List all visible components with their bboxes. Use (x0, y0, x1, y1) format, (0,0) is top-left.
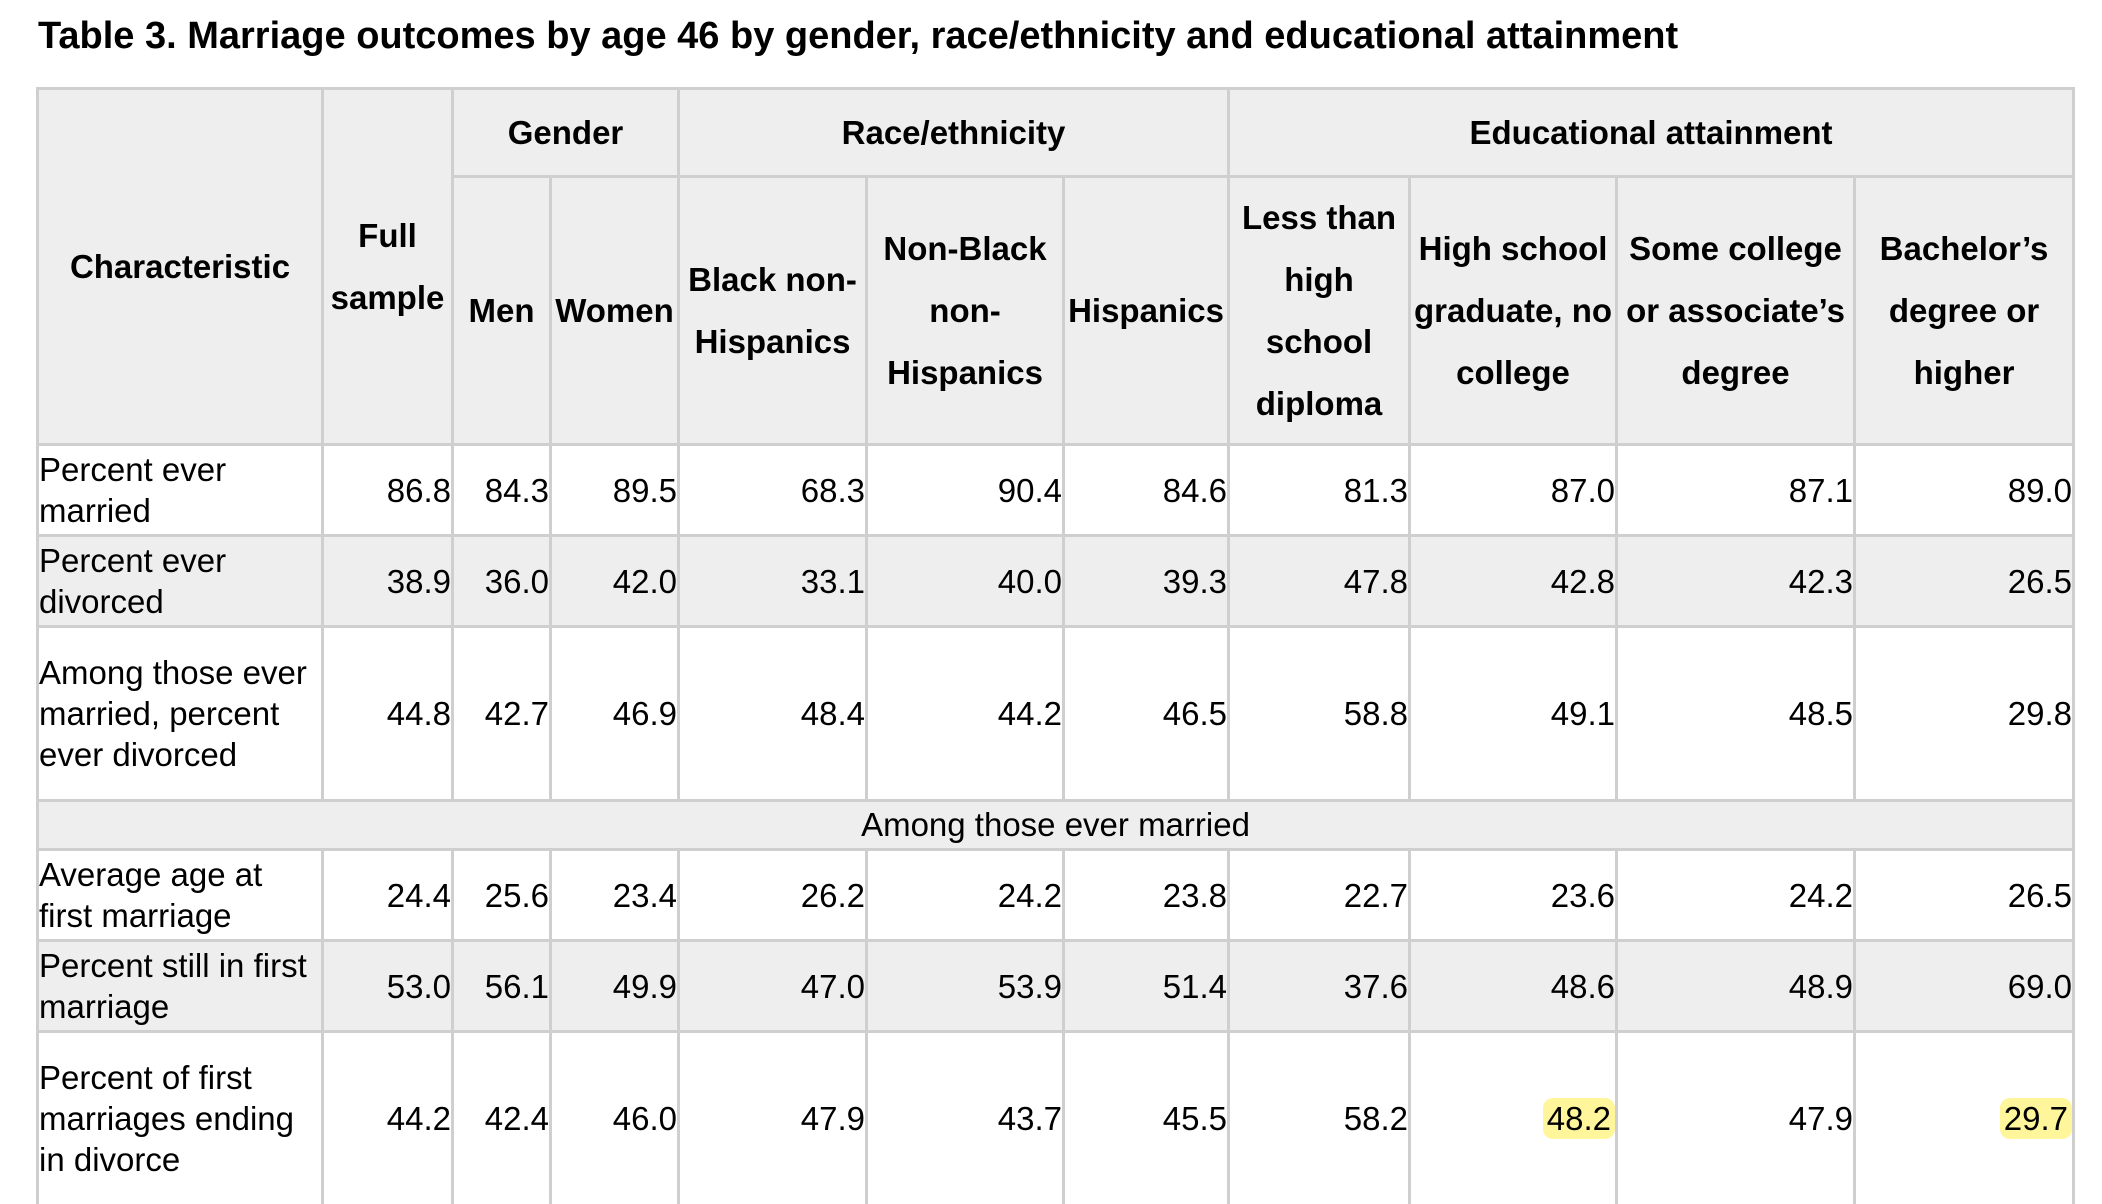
cell-value: 25.6 (451, 848, 552, 942)
highlighted-value: 29.7 (1999, 1098, 2073, 1139)
cell-value: 53.9 (865, 939, 1066, 1033)
cell-value: 29.8 (1853, 625, 2076, 802)
table-title: Table 3. Marriage outcomes by age 46 by … (38, 15, 1679, 57)
header-characteristic: Characteristic (36, 87, 324, 446)
cell-value: 58.2 (1227, 1030, 1412, 1204)
section-row: Among those ever married (35, 799, 2076, 851)
highlighted-value: 48.2 (1542, 1098, 1616, 1139)
cell-value: 49.9 (548, 939, 681, 1033)
cell-value: 49.1 (1408, 625, 1619, 802)
cell-value: 47.8 (1227, 534, 1412, 628)
cell-value: 42.7 (451, 625, 552, 802)
header-non-black-non-hispanics: Non-Black non-Hispanics (865, 175, 1066, 446)
cell-value: 48.5 (1615, 625, 1857, 802)
row-label: Percent still in first marriage (36, 939, 324, 1033)
cell-value: 23.6 (1408, 848, 1619, 942)
header-some-college: Some college or associate’s degree (1615, 175, 1857, 446)
cell-value: 47.9 (677, 1030, 869, 1204)
table-row: Percent of first marriages ending in div… (36, 1030, 2076, 1204)
header-women: Women (548, 175, 681, 446)
cell-value: 89.0 (1853, 443, 2076, 537)
cell-value: 44.8 (321, 625, 454, 802)
cell-value: 48.4 (677, 625, 869, 802)
cell-value: 58.8 (1227, 625, 1412, 802)
row-label: Percent of first marriages ending in div… (36, 1030, 324, 1204)
table-row: Percent still in first marriage 53.0 56.… (36, 939, 2076, 1033)
cell-value: 47.0 (677, 939, 869, 1033)
cell-value: 46.9 (548, 625, 681, 802)
cell-value: 44.2 (321, 1030, 454, 1204)
cell-value: 46.5 (1062, 625, 1231, 802)
header-educational-attainment: Educational attainment (1227, 87, 2076, 178)
row-label: Among those ever married, percent ever d… (36, 625, 324, 802)
cell-value-highlighted: 48.2 (1408, 1030, 1619, 1204)
cell-value: 43.7 (865, 1030, 1066, 1204)
cell-value: 81.3 (1227, 443, 1412, 537)
cell-value: 44.2 (865, 625, 1066, 802)
header-gender: Gender (450, 87, 681, 178)
cell-value: 84.6 (1062, 443, 1231, 537)
cell-value: 26.2 (677, 848, 869, 942)
cell-value: 24.4 (321, 848, 454, 942)
cell-value: 26.5 (1853, 848, 2076, 942)
table-row: Among those ever married, percent ever d… (36, 625, 2076, 802)
cell-value: 46.0 (548, 1030, 681, 1204)
cell-value: 24.2 (865, 848, 1066, 942)
cell-value: 56.1 (451, 939, 552, 1033)
table-row: Average age at first marriage 24.4 25.6 … (36, 848, 2076, 942)
header-full-sample: Full sample (321, 87, 454, 446)
cell-value: 53.0 (321, 939, 454, 1033)
cell-value: 39.3 (1062, 534, 1231, 628)
header-high-school-graduate: High school graduate, no college (1408, 175, 1619, 446)
cell-value: 23.8 (1062, 848, 1231, 942)
cell-value: 36.0 (451, 534, 552, 628)
header-men: Men (451, 175, 552, 446)
row-label: Percent ever divorced (36, 534, 324, 628)
cell-value: 22.7 (1227, 848, 1412, 942)
cell-value: 47.9 (1615, 1030, 1857, 1204)
cell-value: 38.9 (321, 534, 454, 628)
cell-value: 48.6 (1408, 939, 1619, 1033)
cell-value: 42.4 (451, 1030, 552, 1204)
table-row: Percent ever divorced 38.9 36.0 42.0 33.… (36, 534, 2076, 628)
cell-value: 51.4 (1062, 939, 1231, 1033)
header-black-non-hispanics: Black non-Hispanics (677, 175, 869, 446)
cell-value: 69.0 (1853, 939, 2076, 1033)
row-label: Percent ever married (36, 443, 324, 537)
header-less-than-high-school: Less than high school diploma (1227, 175, 1412, 446)
cell-value: 84.3 (451, 443, 552, 537)
cell-value-highlighted: 29.7 (1853, 1030, 2076, 1204)
cell-value: 48.9 (1615, 939, 1857, 1033)
cell-value: 40.0 (865, 534, 1066, 628)
cell-value: 42.3 (1615, 534, 1857, 628)
header-bachelors-degree: Bachelor’s degree or higher (1853, 175, 2076, 446)
cell-value: 87.0 (1408, 443, 1619, 537)
cell-value: 89.5 (548, 443, 681, 537)
cell-value: 23.4 (548, 848, 681, 942)
cell-value: 90.4 (865, 443, 1066, 537)
cell-value: 68.3 (677, 443, 869, 537)
cell-value: 26.5 (1853, 534, 2076, 628)
row-label: Average age at first marriage (36, 848, 324, 942)
header-race-ethnicity: Race/ethnicity (677, 87, 1231, 178)
cell-value: 45.5 (1062, 1030, 1231, 1204)
cell-value: 42.8 (1408, 534, 1619, 628)
table-row: Percent ever married 86.8 84.3 89.5 68.3… (36, 443, 2076, 537)
marriage-outcomes-table: Characteristic Full sample Gender Race/e… (35, 87, 2076, 1204)
cell-value: 24.2 (1615, 848, 1857, 942)
cell-value: 87.1 (1615, 443, 1857, 537)
cell-value: 37.6 (1227, 939, 1412, 1033)
cell-value: 33.1 (677, 534, 869, 628)
cell-value: 86.8 (321, 443, 454, 537)
header-hispanics: Hispanics (1062, 175, 1231, 446)
cell-value: 42.0 (548, 534, 681, 628)
section-label: Among those ever married (35, 799, 2076, 851)
